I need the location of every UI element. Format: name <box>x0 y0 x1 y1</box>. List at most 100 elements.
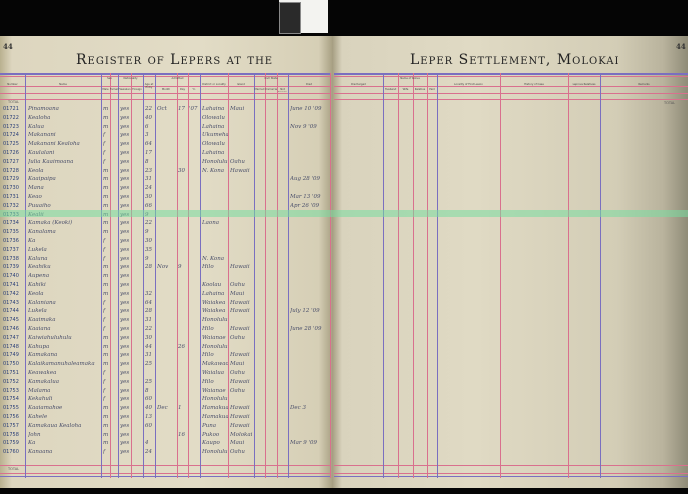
table-row: 01757 Kamakaua Kealoha m yes 60 Puna Hawaii <box>0 422 688 431</box>
table-row: 01758 John m yes 16 Pukoo Molokai <box>0 431 688 440</box>
cell-island: Hawaii <box>230 422 250 429</box>
cell-name: Kalua <box>28 123 44 130</box>
cell-day: 9 <box>178 264 182 271</box>
cell-name: Keawakea <box>28 370 57 376</box>
cell-name: Kaaipaipa <box>28 176 56 183</box>
cell-age: 31 <box>145 352 152 359</box>
column-header: Remarks <box>638 83 650 86</box>
cell-name: Keahiku <box>28 264 51 271</box>
column-header: Nationality <box>123 77 138 80</box>
cell-number: 01760 <box>3 449 19 456</box>
cell-number: 01735 <box>3 229 19 236</box>
column-header: District or Locality <box>202 83 226 86</box>
cell-island: Oahu <box>230 370 245 376</box>
cell-age: 60 <box>145 422 152 429</box>
cell-name: Pinamoana <box>28 106 59 112</box>
cell-number: 01752 <box>3 378 19 385</box>
cell-sex: f <box>103 378 106 385</box>
cell-island: Hawaii <box>230 405 250 412</box>
cell-nat: yes <box>120 185 130 192</box>
cell-number: 01739 <box>3 264 19 271</box>
table-row: 01726 Kaulalani f yes 17 Lahaina <box>0 149 688 158</box>
table-row: 01727 Julia Kaaimoana f yes 8 Honolulu Oahu <box>0 158 688 167</box>
cell-name: Kalaniana <box>28 299 56 306</box>
column-subheader: Yr. <box>192 88 196 91</box>
cell-nat: yes <box>120 106 130 112</box>
cell-nat: yes <box>120 343 130 350</box>
cell-died: Aug 28 '09 <box>290 176 321 183</box>
cell-district: Hilo <box>202 378 214 385</box>
column-rule <box>437 73 438 478</box>
column-rule <box>600 73 601 478</box>
cell-died: Mar 13 '09 <box>290 194 321 200</box>
cell-age: 23 <box>145 167 152 174</box>
cell-nat: yes <box>120 422 130 429</box>
column-subheader: Female <box>110 88 118 91</box>
cell-sex: f <box>103 255 106 262</box>
cell-island: Hawaii <box>230 308 250 315</box>
cell-sex: f <box>103 326 106 332</box>
cell-name: Kekahuli <box>28 396 53 403</box>
cell-district: Waiakea <box>202 299 226 306</box>
cell-sex: m <box>103 264 109 271</box>
cell-age: 22 <box>145 220 152 227</box>
cell-nat: yes <box>120 396 130 403</box>
cell-sex: f <box>103 158 106 165</box>
cell-island: Hawaii <box>230 167 250 174</box>
table-row: 01745 Kaaimaka f yes 31 Honolulu <box>0 316 688 325</box>
table-row: 01722 Kealoha m yes 40 Olowalu <box>0 114 688 123</box>
cell-number: 01731 <box>3 194 19 200</box>
cell-nat: yes <box>120 229 130 236</box>
cell-nat: yes <box>120 141 130 148</box>
cell-number: 01721 <box>3 106 19 112</box>
cell-name: Makanani Kealoha <box>28 141 80 148</box>
table-row: 01750 Kalaikamanuhaleamaka m yes 25 Makawao Ma… <box>0 360 688 369</box>
column-rule <box>427 73 428 478</box>
cell-nat: yes <box>120 273 130 280</box>
table-row: 01742 Keola m yes 32 Lahaina Maui <box>0 290 688 299</box>
cell-sex: m <box>103 194 109 200</box>
cell-sex: m <box>103 220 109 227</box>
horizontal-rule <box>334 476 688 477</box>
cell-nat: yes <box>120 255 130 262</box>
left-total-bottom: TOTAL <box>8 467 20 471</box>
cell-died: Dec 3 <box>290 405 306 412</box>
table-row: 01746 Kaaiana f yes 22 Hilo Hawaii June 28 '09 <box>0 325 688 334</box>
table-row: 01753 Malama f yes 8 Waianae Oahu <box>0 387 688 396</box>
cell-district: Lahaina <box>202 150 225 156</box>
cell-district: N. Kona <box>202 255 225 262</box>
cell-nat: yes <box>120 194 130 200</box>
cell-name: Kaulalani <box>28 150 55 156</box>
cell-island: Hawaii <box>230 414 250 420</box>
cell-name: Kealoha <box>28 114 51 121</box>
column-header: Island <box>237 83 245 86</box>
cell-island: Maui <box>230 361 245 368</box>
table-row: 01748 Kahupa m yes 44 26 Honolulu <box>0 343 688 352</box>
cell-district: Makawao <box>202 361 228 368</box>
cell-age: 44 <box>145 343 152 350</box>
cell-died: Mar 9 '09 <box>290 440 318 447</box>
cell-name: Kamakaua Kealoha <box>28 422 82 429</box>
cell-name: Malama <box>28 387 51 394</box>
cell-nat: yes <box>120 414 130 420</box>
cell-district: Laona <box>202 220 220 227</box>
cell-age: 35 <box>145 246 152 253</box>
cell-number: 01751 <box>3 370 19 376</box>
column-rule <box>265 73 266 478</box>
cell-district: Honolulu <box>202 317 228 324</box>
cell-number: 01730 <box>3 185 19 192</box>
cell-island: Oahu <box>230 387 245 394</box>
column-header: Died <box>306 83 312 86</box>
cell-island: Hawaii <box>230 352 250 359</box>
column-rule <box>228 73 229 478</box>
table-row: 01752 Kamakalua f yes 25 Hilo Hawaii <box>0 378 688 387</box>
cell-nat: yes <box>120 378 130 385</box>
column-rule <box>500 73 501 478</box>
cell-nat: yes <box>120 167 130 174</box>
cell-nat: yes <box>120 264 130 271</box>
column-subheader: Married <box>254 88 265 91</box>
table-row: 01743 Kalaniana f yes 64 Waiakea Hawaii <box>0 299 688 308</box>
table-row: 01721 Pinamoana m yes 22 Oct 17 '07 Lahaina Maui J… <box>0 105 688 114</box>
cell-day: 16 <box>178 431 185 438</box>
column-subheader: Unmarried <box>265 88 277 91</box>
